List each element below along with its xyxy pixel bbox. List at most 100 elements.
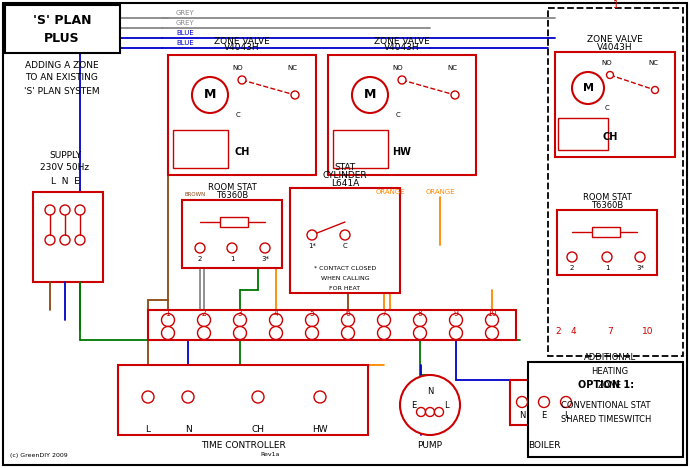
Text: 230V 50Hz: 230V 50Hz — [41, 163, 90, 173]
Circle shape — [572, 72, 604, 104]
Text: C: C — [235, 112, 240, 118]
Circle shape — [517, 396, 527, 408]
Text: M: M — [582, 83, 593, 93]
Text: 1: 1 — [613, 0, 619, 10]
Text: 3: 3 — [237, 308, 242, 317]
Text: T6360B: T6360B — [591, 200, 623, 210]
Circle shape — [560, 396, 571, 408]
Text: 4: 4 — [273, 308, 279, 317]
Text: M: M — [364, 88, 376, 102]
Circle shape — [413, 327, 426, 339]
Circle shape — [340, 230, 350, 240]
Text: NC: NC — [447, 65, 457, 71]
Circle shape — [195, 243, 205, 253]
Text: 4: 4 — [570, 328, 576, 336]
Circle shape — [233, 327, 246, 339]
Text: CH: CH — [251, 425, 264, 434]
Circle shape — [377, 314, 391, 327]
Text: HEATING: HEATING — [591, 367, 629, 376]
Text: 10: 10 — [487, 308, 497, 317]
Bar — [33, 192, 103, 282]
Text: T6360B: T6360B — [216, 190, 248, 199]
Circle shape — [400, 375, 460, 435]
Text: E: E — [542, 410, 546, 419]
Bar — [548, 8, 683, 356]
Text: NO: NO — [602, 60, 612, 66]
Circle shape — [607, 72, 613, 79]
Text: L  N  E: L N E — [50, 177, 79, 187]
Circle shape — [451, 91, 459, 99]
Circle shape — [227, 243, 237, 253]
Circle shape — [60, 235, 70, 245]
Bar — [118, 365, 368, 435]
Text: TO AN EXISTING: TO AN EXISTING — [26, 73, 99, 82]
Text: ORANGE: ORANGE — [375, 189, 405, 195]
Text: Rev1a: Rev1a — [260, 453, 279, 458]
Text: ADDITIONAL: ADDITIONAL — [584, 353, 636, 363]
Text: 'S' PLAN: 'S' PLAN — [32, 14, 91, 27]
Circle shape — [270, 327, 282, 339]
Text: C: C — [343, 243, 347, 249]
Circle shape — [449, 314, 462, 327]
Circle shape — [45, 235, 55, 245]
Text: N: N — [427, 388, 433, 396]
Circle shape — [45, 205, 55, 215]
Text: NO: NO — [233, 65, 244, 71]
Text: BROWN: BROWN — [184, 192, 206, 197]
Bar — [592, 227, 620, 237]
Text: N: N — [185, 425, 191, 434]
Bar — [328, 55, 476, 175]
Circle shape — [449, 327, 462, 339]
Text: ZONE VALVE: ZONE VALVE — [374, 37, 430, 45]
Text: V4043H: V4043H — [384, 44, 420, 52]
Circle shape — [197, 314, 210, 327]
Text: PUMP: PUMP — [417, 440, 442, 449]
Circle shape — [413, 314, 426, 327]
Text: ZONE VALVE: ZONE VALVE — [587, 36, 643, 44]
Text: C: C — [395, 112, 400, 118]
Text: WHEN CALLING: WHEN CALLING — [321, 276, 369, 280]
Text: 1: 1 — [230, 256, 234, 262]
Bar — [510, 380, 578, 425]
Circle shape — [252, 391, 264, 403]
Bar — [528, 362, 683, 457]
Text: CH: CH — [602, 132, 618, 142]
Text: M: M — [204, 88, 216, 102]
Text: (c) GreenDIY 2009: (c) GreenDIY 2009 — [10, 453, 68, 458]
Text: 8: 8 — [417, 308, 422, 317]
Text: 2: 2 — [570, 265, 574, 271]
Text: 7: 7 — [607, 328, 613, 336]
Bar — [333, 130, 388, 168]
Circle shape — [342, 314, 355, 327]
Text: 1: 1 — [604, 265, 609, 271]
Text: CYLINDER: CYLINDER — [323, 170, 367, 180]
Circle shape — [291, 91, 299, 99]
Circle shape — [60, 205, 70, 215]
Bar — [168, 55, 316, 175]
Circle shape — [270, 314, 282, 327]
Bar — [148, 310, 516, 340]
Text: 3*: 3* — [636, 265, 644, 271]
Circle shape — [161, 327, 175, 339]
Text: 3*: 3* — [261, 256, 269, 262]
Circle shape — [486, 314, 498, 327]
Text: 1: 1 — [166, 308, 170, 317]
Text: SUPPLY: SUPPLY — [49, 151, 81, 160]
Circle shape — [238, 76, 246, 84]
Circle shape — [426, 408, 435, 417]
Text: FOR HEAT: FOR HEAT — [329, 285, 361, 291]
Circle shape — [233, 314, 246, 327]
Circle shape — [635, 252, 645, 262]
Text: ZONE VALVE: ZONE VALVE — [214, 37, 270, 45]
Text: 2: 2 — [198, 256, 202, 262]
Text: TIME CONTROLLER: TIME CONTROLLER — [201, 440, 286, 449]
Text: 6: 6 — [346, 308, 351, 317]
Text: CH: CH — [235, 147, 250, 157]
Circle shape — [306, 314, 319, 327]
Circle shape — [182, 391, 194, 403]
Text: L: L — [146, 425, 150, 434]
Text: HW: HW — [312, 425, 328, 434]
Text: ROOM STAT: ROOM STAT — [208, 183, 257, 192]
Text: NC: NC — [287, 65, 297, 71]
Circle shape — [306, 327, 319, 339]
